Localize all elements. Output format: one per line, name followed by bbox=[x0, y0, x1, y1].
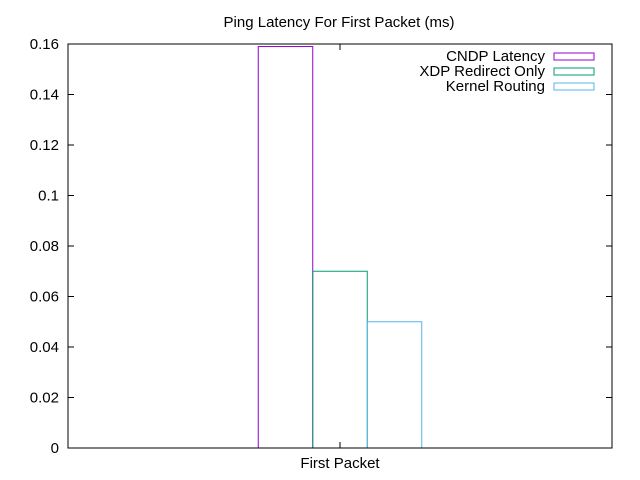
y-tick-label: 0.14 bbox=[30, 87, 59, 104]
x-axis: First Packet bbox=[300, 44, 380, 472]
y-axis: 0 0.02 0.04 0.06 0.08 0.1 0.12 0.14 0.16 bbox=[30, 36, 612, 457]
y-tick-label: 0.1 bbox=[38, 188, 59, 205]
y-tick-label: 0.08 bbox=[30, 238, 59, 255]
legend-swatch bbox=[553, 82, 595, 91]
y-tick-label: 0.06 bbox=[30, 289, 59, 306]
legend-label: XDP Redirect Only bbox=[419, 63, 545, 80]
bar bbox=[366, 321, 423, 449]
bar bbox=[257, 46, 314, 449]
x-tick-label: First Packet bbox=[300, 455, 380, 472]
plot-frame bbox=[67, 43, 613, 449]
bar bbox=[312, 270, 368, 449]
legend-label: Kernel Routing bbox=[446, 78, 545, 95]
y-tick-label: 0.12 bbox=[30, 137, 59, 154]
y-tick-label: 0 bbox=[51, 440, 59, 457]
legend-swatch bbox=[553, 52, 595, 61]
bars bbox=[257, 46, 423, 449]
legend-label: CNDP Latency bbox=[446, 48, 545, 65]
legend-swatch bbox=[553, 67, 595, 76]
y-tick-label: 0.04 bbox=[30, 339, 59, 356]
y-tick-label: 0.16 bbox=[30, 36, 59, 53]
chart-title: Ping Latency For First Packet (ms) bbox=[224, 14, 455, 31]
y-tick-label: 0.02 bbox=[30, 390, 59, 407]
